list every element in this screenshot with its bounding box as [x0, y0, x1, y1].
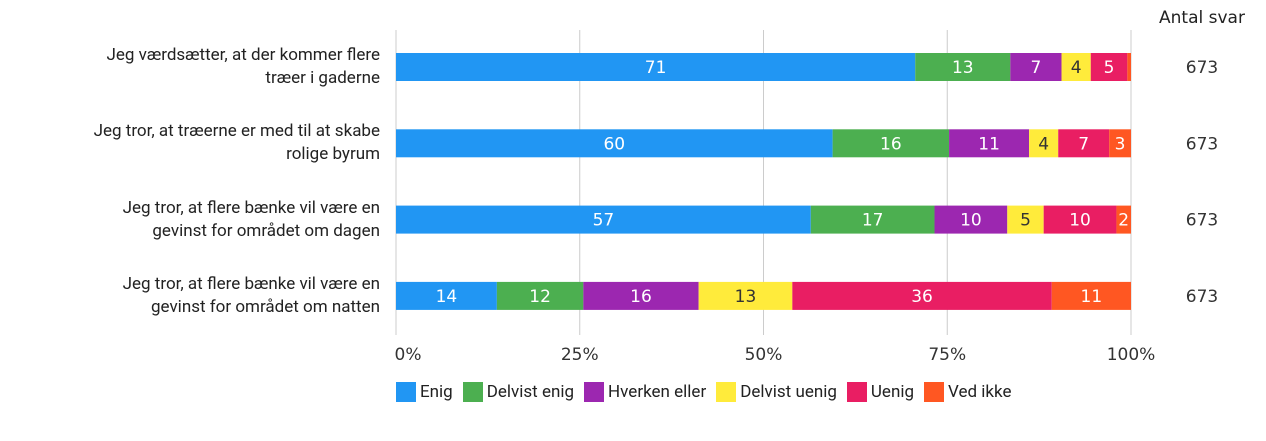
data-label: 71 — [645, 58, 667, 78]
legend-item: Hverken eller — [584, 380, 706, 404]
bar-segment — [1109, 129, 1131, 158]
data-label: 16 — [880, 134, 902, 154]
data-label: 57 — [593, 211, 615, 231]
bar-segment — [396, 53, 916, 81]
bar-segment — [1061, 53, 1091, 81]
legend-label: Ved ikke — [948, 382, 1012, 402]
data-label: 60 — [603, 134, 625, 154]
legend-swatch — [846, 382, 867, 402]
bar-segment — [1007, 205, 1044, 234]
bar-segment — [496, 281, 584, 310]
legend: Enig Delvist enig Hverken eller Delvist uen… — [396, 380, 1076, 404]
legend-swatch — [716, 382, 737, 402]
total-value: 673 — [1186, 134, 1218, 154]
legend-label: Enig — [420, 382, 453, 402]
data-label: 14 — [436, 287, 458, 307]
data-label: 3 — [1115, 134, 1126, 154]
data-label: 11 — [1081, 287, 1103, 307]
bar-segment — [1010, 53, 1062, 81]
legend-swatch — [584, 382, 605, 402]
data-label: 16 — [630, 287, 652, 307]
bar-segment — [1090, 53, 1128, 81]
legend-label: Delvist uenig — [740, 382, 837, 402]
bar-segment — [1058, 129, 1110, 158]
bar-segment — [949, 129, 1030, 158]
data-label: 11 — [978, 134, 1000, 154]
category-label: Jeg tror, at træerne er med til at skabe… — [93, 121, 380, 165]
bar-segment — [1051, 281, 1131, 310]
bar-segment — [396, 205, 811, 234]
data-label: 4 — [1038, 134, 1049, 154]
total-value: 673 — [1186, 211, 1218, 231]
data-label: 13 — [735, 287, 757, 307]
bar-segment — [1116, 205, 1131, 234]
bar-segment — [1029, 129, 1059, 158]
data-label: 7 — [1031, 58, 1042, 78]
bar-segment — [832, 129, 950, 158]
data-label: 36 — [911, 287, 933, 307]
legend-label: Delvist enig — [486, 382, 575, 402]
bar-segment — [583, 281, 699, 310]
bar-segment — [1127, 53, 1131, 81]
legend-swatch — [396, 382, 416, 402]
category-label: Jeg tror, at flere bænke vil være en gev… — [122, 197, 380, 241]
legend-label: Hverken eller — [608, 382, 707, 402]
x-tick-label: 0% — [395, 345, 422, 365]
bar-segment — [792, 281, 1052, 310]
data-label: 12 — [529, 287, 551, 307]
legend-item: Delvist uenig — [716, 380, 837, 404]
legend-swatch — [462, 382, 483, 402]
total-value: 673 — [1186, 287, 1218, 307]
bar-segment — [396, 129, 833, 158]
total-value: 673 — [1186, 58, 1218, 78]
data-label: 2 — [1118, 211, 1129, 231]
data-label: 10 — [960, 211, 982, 231]
bar-segment — [915, 53, 1011, 81]
data-label: 5 — [1020, 211, 1031, 231]
x-tick-label: 100% — [1107, 345, 1156, 365]
data-label: 5 — [1104, 58, 1115, 78]
legend-swatch — [924, 382, 945, 402]
legend-item: Ved ikke — [924, 380, 1012, 404]
legend-item: Delvist enig — [462, 380, 575, 404]
totals-header: Antal svar — [1159, 8, 1245, 28]
data-label: 4 — [1071, 58, 1082, 78]
bar-segment — [934, 205, 1008, 234]
data-label: 7 — [1078, 134, 1089, 154]
data-label: 13 — [952, 58, 974, 78]
category-label: Jeg værdsætter, at der kommer flere træe… — [106, 45, 380, 88]
x-tick-label: 25% — [561, 345, 599, 365]
legend-item: Uenig — [846, 380, 915, 404]
bar-segment — [810, 205, 935, 234]
bar-segment — [396, 281, 497, 310]
data-label: 17 — [862, 211, 884, 231]
category-label: Jeg tror, at flere bænke vil være en gev… — [122, 273, 380, 317]
x-tick-label: 50% — [745, 345, 783, 365]
bar-segment — [698, 281, 793, 310]
legend-label: Uenig — [870, 382, 915, 402]
bar-segment — [1043, 205, 1117, 234]
data-label: 10 — [1069, 211, 1091, 231]
x-tick-label: 75% — [928, 345, 966, 365]
legend-item: Enig — [396, 380, 453, 404]
